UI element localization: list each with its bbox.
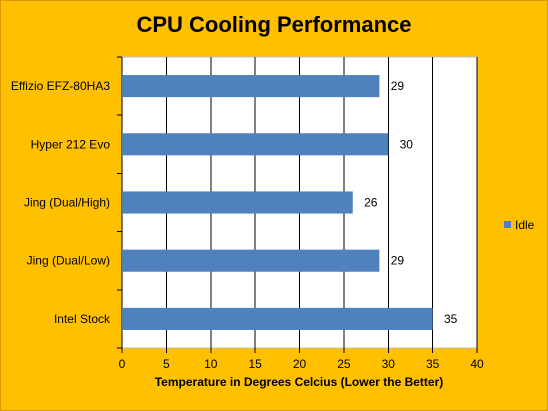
category-label: Jing (Dual/High): [24, 196, 110, 210]
x-tick-label: 30: [382, 357, 396, 371]
x-tick-label: 10: [204, 357, 218, 371]
category-label: Intel Stock: [54, 312, 111, 326]
legend[interactable]: Idle: [504, 218, 535, 232]
data-label: 35: [444, 312, 458, 326]
legend-swatch: [504, 221, 511, 228]
category-label: Effizio EFZ-80HA3: [11, 79, 110, 93]
x-tick-label: 15: [248, 357, 262, 371]
bar-intel-stock: [122, 307, 433, 330]
data-label: 29: [391, 79, 405, 93]
chart-title: CPU Cooling Performance: [136, 12, 411, 37]
data-label: 29: [391, 254, 405, 268]
data-label: 26: [364, 196, 378, 210]
x-tick-label: 0: [119, 357, 126, 371]
x-tick-label: 20: [293, 357, 307, 371]
bar-effizio-efz-80ha3: [122, 75, 380, 98]
bars: [122, 75, 433, 330]
data-labels: 29 30 26 29 35: [364, 79, 458, 326]
x-tick-label: 25: [337, 357, 351, 371]
category-label: Hyper 212 Evo: [31, 137, 111, 151]
legend-label: Idle: [515, 218, 535, 232]
x-tick-label: 5: [163, 357, 170, 371]
bar-jing-dual-low: [122, 249, 380, 272]
x-tick-labels: 0 5 10 15 20 25 30 35 40: [119, 357, 484, 371]
x-axis-title: Temperature in Degrees Celcius (Lower th…: [155, 375, 444, 389]
category-labels: Effizio EFZ-80HA3 Hyper 212 Evo Jing (Dual…: [11, 79, 111, 326]
data-label: 30: [400, 137, 414, 151]
x-tick-label: 35: [426, 357, 440, 371]
bar-hyper-212-evo: [122, 133, 389, 156]
category-label: Jing (Dual/Low): [27, 254, 110, 268]
x-tick-label: 40: [470, 357, 484, 371]
bar-jing-dual-high: [122, 191, 353, 214]
